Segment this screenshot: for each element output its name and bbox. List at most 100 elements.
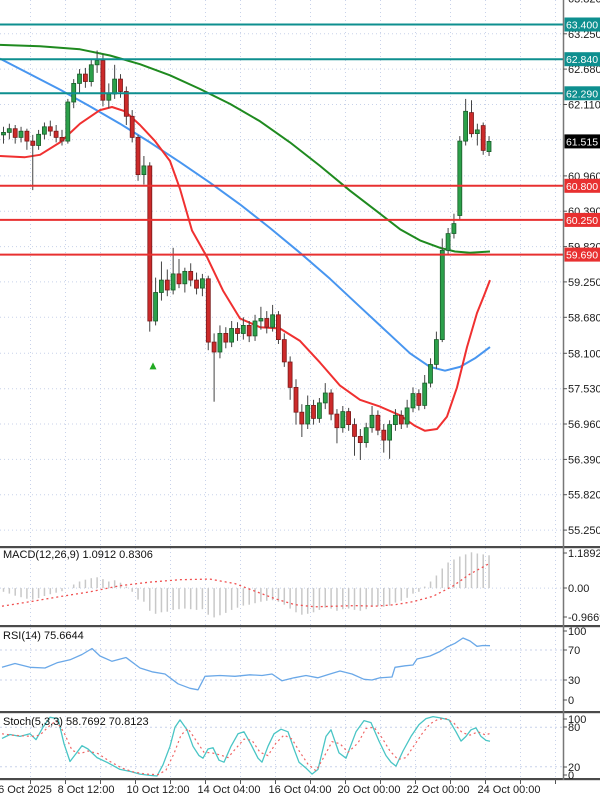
ma-green-line bbox=[0, 43, 491, 254]
candle-body bbox=[422, 382, 428, 406]
candle bbox=[293, 379, 299, 425]
candle-body bbox=[246, 324, 252, 337]
candle-body bbox=[42, 126, 47, 135]
candle bbox=[410, 387, 416, 413]
candle bbox=[486, 136, 492, 156]
price-axis[interactable]: 63.82063.25062.68062.11060.96060.39059.8… bbox=[562, 0, 600, 782]
candle bbox=[30, 134, 36, 191]
candle-body bbox=[322, 392, 328, 404]
candle-body bbox=[123, 91, 129, 117]
panel-separator bbox=[0, 546, 600, 549]
candle-body bbox=[182, 270, 188, 285]
macd-axis-label: 0.00 bbox=[568, 583, 589, 595]
rsi-panel[interactable] bbox=[1, 637, 491, 691]
candle-body bbox=[106, 93, 112, 101]
candle bbox=[439, 238, 445, 343]
candle-body bbox=[439, 249, 445, 341]
candle bbox=[176, 259, 182, 289]
candle bbox=[287, 356, 293, 400]
candle-body bbox=[299, 411, 305, 425]
candle bbox=[83, 67, 88, 88]
candle bbox=[65, 98, 71, 144]
candle-body bbox=[433, 339, 439, 365]
candle bbox=[334, 409, 340, 444]
candle bbox=[433, 331, 439, 369]
candle-body bbox=[334, 413, 340, 429]
candle bbox=[469, 100, 474, 138]
support-price-badge bbox=[564, 247, 600, 262]
candle bbox=[141, 156, 147, 185]
macd-panel[interactable] bbox=[1, 552, 491, 618]
candle bbox=[305, 395, 311, 429]
resistance-price-badge-text: 62.290 bbox=[566, 88, 598, 100]
price-axis-label: 62.680 bbox=[568, 64, 600, 76]
candle bbox=[153, 277, 159, 326]
macd-label: MACD(12,26,9) 1.0912 0.8306 bbox=[3, 549, 153, 561]
stoch-axis-label: 80 bbox=[568, 722, 580, 734]
candle-body bbox=[217, 332, 223, 353]
resistance-price-badge bbox=[564, 52, 600, 67]
candle bbox=[36, 129, 41, 150]
candle bbox=[42, 122, 47, 140]
candle-body bbox=[357, 435, 363, 443]
candle bbox=[463, 98, 469, 146]
candle-body bbox=[77, 73, 82, 84]
candle-body bbox=[404, 407, 410, 425]
candle bbox=[147, 162, 153, 332]
candle-body bbox=[381, 429, 387, 441]
candle bbox=[474, 123, 480, 146]
candle-body bbox=[100, 60, 106, 101]
price-axis-label: 58.680 bbox=[568, 312, 600, 324]
candle-body bbox=[112, 78, 117, 95]
candle-body bbox=[129, 115, 135, 138]
candle bbox=[205, 275, 211, 351]
candle-body bbox=[387, 424, 393, 441]
resistance-price-badge-text: 62.840 bbox=[566, 54, 598, 66]
candle bbox=[281, 333, 287, 367]
candle bbox=[246, 321, 252, 343]
candle bbox=[6, 123, 12, 140]
time-axis[interactable]: 6 Oct 2025 8 Oct 12:00 10 Oct 12:00 14 Oct … bbox=[0, 779, 556, 796]
candle-body bbox=[352, 424, 357, 437]
stoch-d-line bbox=[1, 717, 491, 776]
rsi-axis-label: 100 bbox=[568, 626, 586, 638]
support-price-badge-text: 59.690 bbox=[566, 250, 598, 262]
time-axis-label: 24 Oct 00:00 bbox=[478, 784, 541, 796]
candle-body bbox=[480, 125, 486, 151]
candle-body bbox=[147, 165, 153, 322]
candle bbox=[123, 86, 129, 125]
support-price-badge bbox=[564, 178, 600, 193]
candle bbox=[316, 398, 322, 423]
price-axis-label: 62.110 bbox=[568, 100, 600, 112]
candle bbox=[451, 213, 457, 239]
candle bbox=[270, 304, 276, 332]
candle-body bbox=[369, 414, 375, 429]
candle bbox=[275, 311, 281, 344]
macd-axis-label: -0.9669 bbox=[568, 612, 600, 624]
candle bbox=[129, 110, 135, 143]
candle bbox=[363, 422, 369, 448]
candle bbox=[1, 126, 6, 144]
main-price-panel[interactable] bbox=[0, 43, 492, 460]
macd-signal-line bbox=[1, 562, 491, 608]
candle bbox=[135, 134, 141, 181]
stoch-axis-label: 0 bbox=[568, 770, 574, 782]
time-axis-label: 10 Oct 12:00 bbox=[127, 784, 190, 796]
candle bbox=[480, 122, 486, 155]
candle-body bbox=[316, 402, 322, 419]
candle-body bbox=[398, 414, 404, 425]
candle-body bbox=[305, 404, 311, 425]
candle bbox=[12, 125, 18, 144]
candle-body bbox=[94, 60, 100, 66]
candle-body bbox=[410, 393, 416, 409]
candle bbox=[357, 429, 363, 460]
macd-axis-label: 1.1892 bbox=[568, 548, 600, 560]
candle bbox=[392, 409, 398, 431]
candle bbox=[258, 306, 264, 330]
time-axis-label: 16 Oct 04:00 bbox=[269, 784, 332, 796]
stoch-panel[interactable] bbox=[1, 715, 491, 777]
candle bbox=[252, 314, 258, 341]
candle-body bbox=[363, 427, 369, 444]
